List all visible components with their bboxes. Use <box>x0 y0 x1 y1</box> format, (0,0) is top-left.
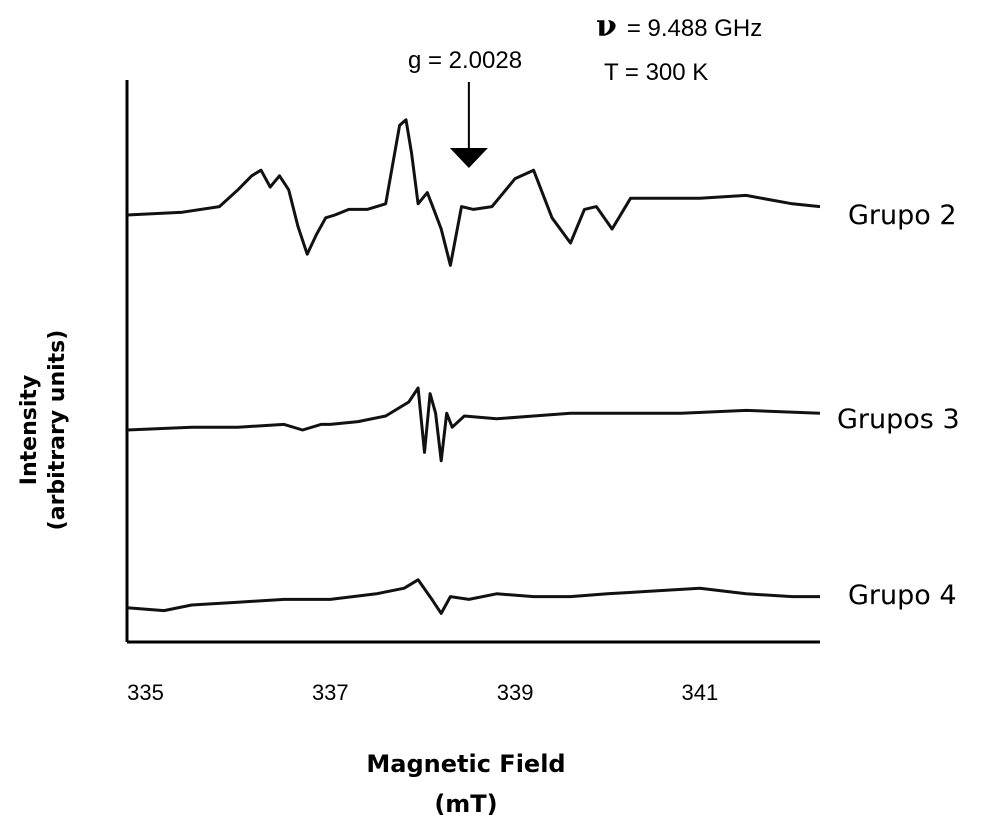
x-tick-label-0: 335 <box>127 680 164 705</box>
series-line-grupo-4 <box>126 578 820 615</box>
series-label-grupo-2: Grupo 2 <box>848 200 957 231</box>
series-label-grupos-3: Grupos 3 <box>837 404 960 435</box>
g-marker-arrow-head <box>449 148 488 168</box>
temperature-annotation: T = 300 K <box>604 59 708 86</box>
x-tick-label-3: 341 <box>682 680 719 705</box>
series-line-grupo-2 <box>126 118 821 267</box>
g-value-annotation: g = 2.0028 <box>408 47 522 74</box>
y-axis-label: Intensity <box>17 375 42 485</box>
frequency-annotation: ν = 9.488 GHz <box>596 9 762 44</box>
x-tick-label-1: 337 <box>312 680 349 705</box>
x-axis-unit: (mT) <box>434 790 497 818</box>
nu-symbol: ν <box>596 9 617 44</box>
series-label-grupo-4: Grupo 4 <box>848 580 957 611</box>
frequency-value: = 9.488 GHz <box>627 15 762 42</box>
x-tick-label-2: 339 <box>497 680 534 705</box>
y-axis-unit: (arbitrary units) <box>45 330 70 531</box>
x-axis-label: Magnetic Field <box>366 750 565 778</box>
series-line-grupos-3 <box>126 386 821 463</box>
